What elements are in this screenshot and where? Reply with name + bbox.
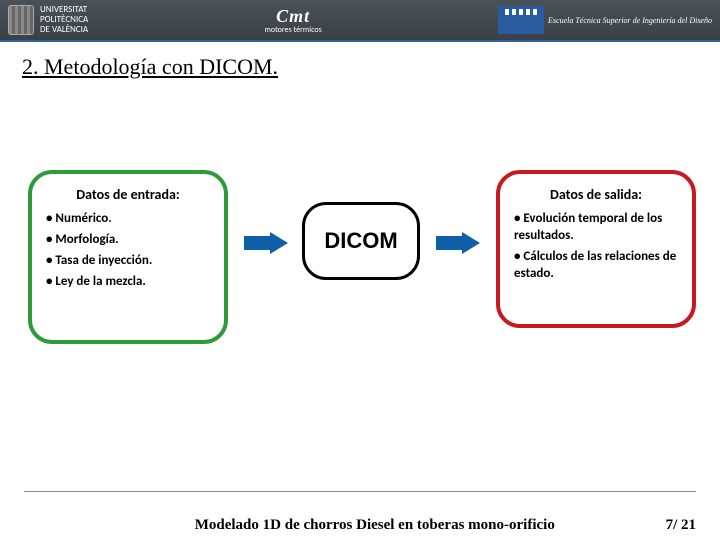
page-total: 21 (681, 517, 696, 533)
input-item: • Numérico. (46, 211, 210, 228)
etsid-icon (498, 6, 544, 34)
etsid-logo: Escuela Técnica Superior de Ingeniería d… (498, 6, 712, 34)
cmt-logo: Cmt motores térmicos (264, 6, 321, 35)
input-item: • Morfología. (46, 232, 210, 249)
output-box: Datos de salida: • Evolución temporal de… (496, 170, 696, 328)
page-current: 7 (666, 517, 674, 533)
input-box: Datos de entrada: • Numérico. • Morfolog… (28, 170, 228, 344)
cmt-subtitle: motores térmicos (264, 25, 321, 35)
output-item: • Cálculos de las relaciones de estado. (514, 249, 678, 283)
footer-title: Modelado 1D de chorros Diesel en toberas… (84, 517, 666, 534)
center-label: DICOM (324, 228, 397, 254)
input-item: • Tasa de inyección. (46, 253, 210, 270)
upv-logo: UNIVERSITAT POLITÈCNICA DE VALÈNCIA (8, 5, 88, 35)
cmt-title: Cmt (264, 6, 321, 27)
section-title: 2. Metodología con DICOM. (0, 42, 720, 80)
header-bar: UNIVERSITAT POLITÈCNICA DE VALÈNCIA Cmt … (0, 0, 720, 42)
etsid-text: Escuela Técnica Superior de Ingeniería d… (548, 16, 712, 25)
footer: Modelado 1D de chorros Diesel en toberas… (0, 517, 720, 534)
upv-shield-icon (8, 5, 34, 35)
page-sep: / (673, 517, 681, 533)
output-item: • Evolución temporal de los resultados. (514, 211, 678, 245)
arrow-icon (244, 232, 288, 259)
upv-text: UNIVERSITAT POLITÈCNICA DE VALÈNCIA (40, 5, 88, 35)
diagram: Datos de entrada: • Numérico. • Morfolog… (0, 170, 720, 390)
input-box-title: Datos de entrada: (46, 186, 210, 203)
input-item: • Ley de la mezcla. (46, 274, 210, 291)
page-indicator: 7/ 21 (666, 517, 696, 534)
upv-line-3: DE VALÈNCIA (40, 25, 88, 35)
output-box-title: Datos de salida: (514, 186, 678, 203)
center-box: DICOM (302, 202, 420, 280)
footer-divider (24, 491, 696, 492)
arrow-icon (436, 232, 480, 259)
